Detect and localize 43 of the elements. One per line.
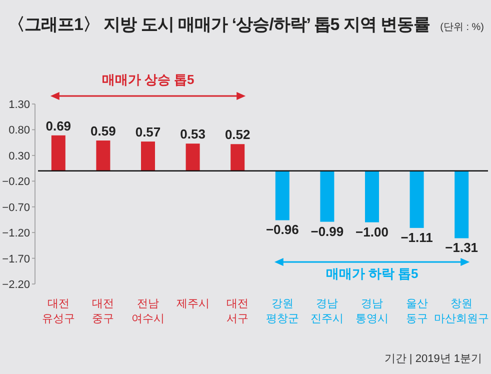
x-tick-label: 강원 평창군: [266, 298, 299, 325]
x-tick-label: 대전 중구: [92, 298, 114, 325]
text: (단위 : %): [440, 22, 484, 33]
data-label: −1.11: [400, 230, 433, 245]
data-label: 0.57: [135, 124, 161, 140]
x-tick-label: 창원 마산회원구: [434, 298, 490, 325]
bar: [51, 135, 66, 171]
data-label: −0.96: [266, 222, 299, 238]
x-tick-label: 대전 유성구: [42, 298, 75, 325]
y-tick-label: −0.20: [2, 176, 30, 188]
bar: [454, 170, 469, 238]
x-tick-label: 전남 여수시: [132, 298, 164, 325]
x-tick-label: 제주시: [176, 298, 210, 310]
data-label: −1.00: [356, 224, 388, 240]
annotation: 매매가 하락 톱5: [326, 266, 418, 281]
x-tick-label: 경남 통영시: [356, 298, 388, 325]
x-tick-label: 경남 진주시: [310, 298, 344, 325]
text: 매매가 상승 톱5: [102, 72, 194, 87]
bar: [230, 144, 245, 171]
chart-title: 〈그래프1〉 지방 도시 매매가 ‘상승/하락’ 톱5 지역 변동률: [8, 15, 431, 34]
y-tick-label: −1.70: [2, 253, 30, 266]
bar: [96, 140, 110, 171]
bar: [410, 170, 424, 228]
y-tick-label: 0.80: [8, 124, 30, 137]
x-tick-label: 울산 동구: [406, 298, 428, 325]
bar: [320, 170, 334, 222]
bar: [186, 144, 200, 171]
y-tick-label: 0.30: [8, 150, 30, 162]
y-tick-label: 1.30: [8, 99, 30, 111]
data-label: −0.99: [310, 224, 344, 239]
data-label: 0.69: [46, 118, 72, 134]
text: 기간 | 2019년 1분기: [384, 353, 482, 365]
data-label: 0.53: [180, 126, 206, 142]
data-label: 0.59: [90, 124, 116, 139]
y-tick-label: −1.20: [2, 228, 30, 240]
x-tick-label: 대전 서구: [226, 298, 249, 325]
bar: [365, 170, 379, 222]
bar: [141, 142, 155, 171]
y-tick-label: −2.20: [2, 279, 30, 291]
y-tick-label: −0.70: [2, 202, 30, 214]
data-label: 0.52: [224, 127, 250, 142]
data-label: −1.31: [445, 240, 478, 256]
bar: [275, 170, 290, 220]
